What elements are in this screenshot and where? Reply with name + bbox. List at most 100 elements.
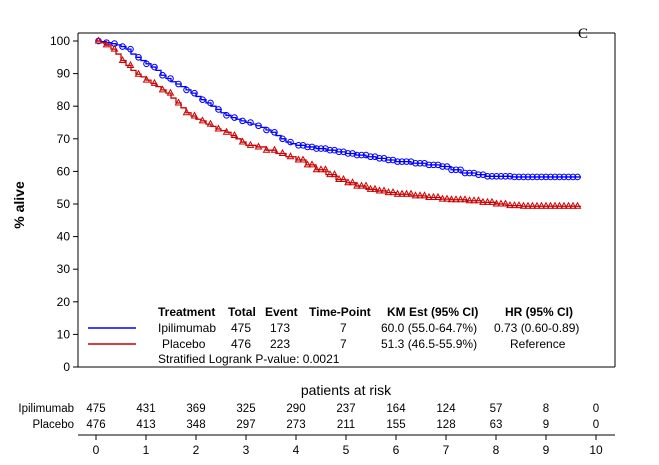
y-tick-label: 0	[63, 360, 70, 374]
x-tick-label: 4	[293, 443, 300, 457]
censor-mark	[443, 163, 451, 170]
risk-value: 369	[186, 403, 205, 415]
risk-value: 155	[386, 419, 405, 431]
censor-mark	[430, 161, 437, 169]
censor-mark	[564, 201, 573, 209]
censor-mark	[416, 159, 424, 167]
censor-mark	[231, 114, 238, 121]
censor-mark	[389, 188, 397, 196]
censor-mark	[556, 173, 563, 181]
censor-mark	[429, 192, 438, 200]
x-tick-label: 2	[193, 443, 200, 457]
x-tick-label: 3	[243, 443, 250, 457]
censor-mark	[134, 69, 143, 77]
censor-mark	[425, 192, 433, 200]
censor-mark	[142, 75, 151, 83]
censor-mark	[479, 197, 487, 205]
censor-mark	[506, 201, 514, 209]
censor-mark	[475, 171, 482, 178]
legend-km-placebo: 51.3 (46.5-55.9%)	[381, 337, 477, 351]
censor-mark	[143, 60, 150, 68]
censor-mark	[331, 146, 338, 154]
risk-value: 164	[386, 403, 406, 415]
y-tick-label: 50	[57, 197, 71, 211]
censor-mark	[470, 169, 478, 177]
censor-mark	[479, 171, 487, 178]
censor-mark	[340, 148, 347, 156]
y-tick-label: 100	[50, 34, 70, 48]
censor-mark	[434, 192, 442, 200]
censor-mark	[524, 173, 532, 181]
censor-mark	[461, 169, 469, 177]
legend-header-km: KM Est (95% CI)	[387, 305, 478, 319]
censor-mark	[348, 178, 357, 186]
censor-mark	[439, 163, 446, 170]
censor-mark	[488, 197, 496, 205]
legend-hr-placebo: Reference	[510, 337, 566, 351]
censor-mark	[357, 181, 366, 189]
censor-mark	[271, 128, 278, 136]
censor-mark	[127, 45, 134, 53]
y-tick-label: 90	[57, 67, 71, 81]
censor-mark	[367, 153, 374, 161]
censor-mark	[118, 56, 127, 64]
censor-mark	[380, 155, 388, 162]
censor-mark	[403, 158, 410, 165]
legend-table: Treatment Total Event Time-Point KM Est …	[88, 305, 579, 366]
risk-value: 124	[436, 403, 456, 415]
x-tick-label: 0	[93, 443, 100, 457]
censor-mark	[515, 173, 523, 181]
censor-mark	[326, 146, 334, 154]
censor-mark	[560, 173, 568, 181]
censor-mark	[222, 127, 231, 135]
risk-value: 297	[236, 419, 255, 431]
censor-mark	[304, 143, 311, 151]
censor-mark	[119, 43, 126, 50]
censor-mark	[497, 172, 505, 180]
legend-event-placebo: 223	[270, 337, 290, 351]
censor-mark	[407, 189, 415, 197]
censor-mark	[159, 71, 166, 79]
censor-mark	[286, 152, 295, 160]
censor-mark	[206, 119, 215, 127]
censor-mark	[262, 145, 271, 153]
censor-mark	[394, 158, 401, 165]
censor-mark	[551, 201, 559, 209]
censor-mark	[215, 106, 222, 113]
logrank-footnote: Stratified Logrank P-value: 0.0021	[158, 352, 340, 366]
censor-mark	[312, 165, 321, 173]
censor-mark	[528, 201, 537, 209]
censor-mark	[465, 196, 474, 204]
censor-mark	[358, 151, 365, 159]
censor-mark	[421, 159, 428, 167]
legend-event-ipilimumab: 173	[270, 321, 290, 335]
censor-mark	[398, 158, 406, 165]
legend-label-placebo: Placebo	[162, 337, 206, 351]
censor-mark	[474, 196, 483, 204]
censor-mark	[294, 155, 303, 163]
censor-mark	[537, 201, 546, 209]
risk-value: 273	[286, 419, 305, 431]
censor-mark	[574, 173, 581, 181]
y-tick-label: 40	[57, 230, 71, 244]
y-tick-label: 70	[57, 132, 71, 146]
censor-mark	[434, 161, 442, 169]
censor-mark	[362, 151, 370, 159]
risk-value: 57	[490, 403, 503, 415]
y-tick-label: 20	[57, 295, 71, 309]
censor-mark	[110, 44, 119, 52]
censor-mark	[493, 172, 500, 180]
censor-mark	[317, 145, 325, 152]
censor-mark	[366, 184, 375, 192]
y-axis-label: % alive	[11, 181, 27, 229]
censor-mark	[416, 191, 424, 199]
censor-mark	[270, 145, 279, 153]
censor-mark	[569, 201, 577, 209]
risk-value: 348	[186, 419, 205, 431]
censor-mark	[230, 130, 239, 139]
censor-mark	[484, 172, 491, 180]
censor-mark	[344, 150, 352, 157]
censor-mark	[239, 117, 246, 125]
legend-header-total: Total	[228, 305, 256, 319]
